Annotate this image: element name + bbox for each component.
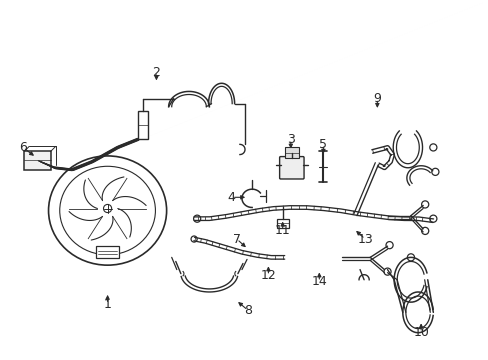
- Text: 9: 9: [373, 92, 381, 105]
- FancyBboxPatch shape: [279, 157, 304, 179]
- Text: 11: 11: [274, 224, 290, 237]
- Text: 6: 6: [19, 141, 27, 154]
- Text: 10: 10: [412, 326, 428, 339]
- FancyBboxPatch shape: [276, 219, 288, 228]
- Text: 1: 1: [103, 298, 111, 311]
- Text: 4: 4: [227, 191, 235, 204]
- Text: 12: 12: [260, 269, 276, 282]
- FancyBboxPatch shape: [96, 246, 119, 258]
- FancyBboxPatch shape: [138, 111, 148, 139]
- Text: 14: 14: [311, 275, 326, 288]
- Text: 3: 3: [286, 133, 294, 146]
- Text: 13: 13: [357, 233, 372, 246]
- Text: 2: 2: [152, 66, 160, 78]
- FancyBboxPatch shape: [284, 148, 298, 158]
- FancyBboxPatch shape: [24, 152, 50, 170]
- Text: 8: 8: [244, 304, 251, 317]
- Text: 7: 7: [232, 233, 241, 246]
- Text: 5: 5: [319, 138, 327, 151]
